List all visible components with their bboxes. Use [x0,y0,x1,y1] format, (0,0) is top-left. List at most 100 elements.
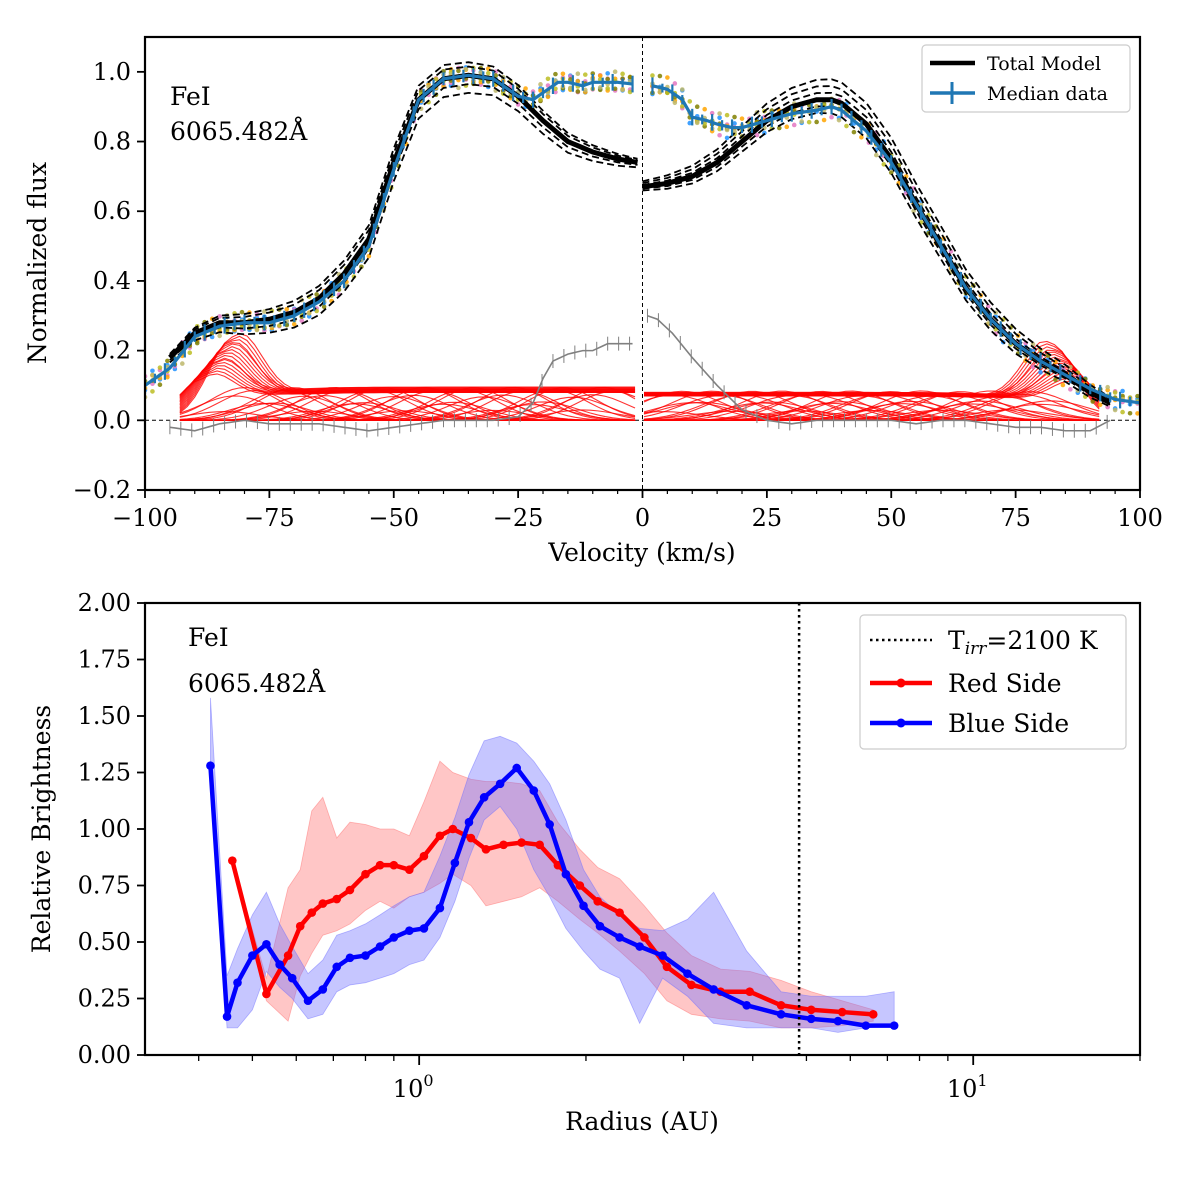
data-dot [597,77,603,82]
data-dot [1068,387,1073,392]
blue-side-point [615,933,624,942]
blue-side-point [361,951,370,960]
data-dot [321,304,327,310]
red-side-point [535,840,544,850]
data-dot [791,122,797,128]
data-dot [1060,382,1066,388]
data-dot [538,97,543,102]
blue-side-point [545,820,554,829]
data-dot [657,89,663,95]
data-dot [612,86,618,92]
top-x-tick-label: −75 [244,504,295,532]
blue-side-point [405,926,414,935]
data-dot [687,99,693,104]
data-dot [523,86,528,91]
red-side-point [640,933,649,942]
top-x-tick-label: −50 [368,504,419,532]
blue-side-point [248,951,257,960]
red-side-point [262,989,271,999]
red-side-point [435,831,445,841]
bottom-y-tick-label: 1.25 [78,759,131,787]
data-dot [553,89,558,95]
blue-side-point [450,858,460,868]
data-dot [553,71,558,77]
residual [169,308,1111,438]
red-side-point [307,908,317,917]
red-side-point [318,899,328,908]
data-dot [538,82,543,87]
bottom-y-tick-label: 1.00 [78,815,131,843]
model-envelope-curve [642,78,1111,399]
top-x-tick-label: 25 [752,504,783,532]
data-dot [568,77,573,82]
blue-side-point [345,953,355,963]
data-dot [620,87,625,93]
data-dot [254,327,260,333]
data-dot [1120,388,1125,394]
median-data-line [145,73,633,387]
bottom-y-tick-label: 0.75 [78,872,131,900]
blue-side-point [635,942,644,951]
model-envelope-curve [169,91,638,364]
data-dot [702,106,707,112]
data-dot [1135,393,1140,399]
data-dot [948,249,954,254]
top-x-tick-label: −25 [493,504,544,532]
spectrum-panel: −100 −75 −50 −25 0 25 50 75 100 −0.2 0.0 0.2 0.4 0.6 0… [23,35,1163,567]
model-component-curve [643,353,1100,403]
data-dot [239,309,245,315]
blue-side-line [208,765,895,1028]
data-dot [314,292,319,297]
red-side-point [228,856,237,865]
model-component-curve [179,390,636,421]
data-dot [299,318,305,323]
data-dot [597,73,603,79]
blue-side-point [529,786,539,795]
data-dot [687,120,693,126]
top-y-tick-label: 0.2 [93,337,131,365]
data-dot [284,322,290,328]
bottom-y-tick-label: 1.50 [78,702,131,730]
red-side-point [375,860,385,870]
red-side-point [419,851,429,861]
data-dot [672,100,678,106]
blue-side-point [595,921,605,931]
bottom-x-axis-label: Radius (AU) [565,1107,719,1136]
data-dot [366,253,372,259]
model-component-curve [179,342,636,410]
red-side-point [405,865,414,874]
data-dot [777,125,782,131]
red-side-point [283,951,293,960]
median-data-line [652,84,1140,405]
data-dot [680,87,685,92]
top-x-axis-label: Velocity (km/s) [547,538,735,567]
data-dot [433,76,439,82]
model-components [179,332,1100,421]
data-dot [545,76,551,82]
model-component-curve [643,340,1100,410]
blue-side-point [806,1014,816,1024]
model-envelope-curve [642,85,1111,401]
bottom-y-tick-label: 0.00 [78,1041,131,1069]
bottom-annotation-element: FeI [188,623,229,652]
blue-side-point [464,817,474,827]
red-side-point [687,980,696,990]
data-dot [665,75,670,80]
bottom-x-tick-label: 100 [393,1071,434,1103]
data-dot [187,350,193,356]
blue-side-point [579,901,588,911]
data-dot [1053,377,1058,383]
top-y-axis-label: Normalized flux [23,162,52,364]
data-dot [165,358,170,364]
bottom-x-tick-label: 101 [947,1071,988,1103]
data-dot [717,126,722,132]
blue-side-point [833,1016,843,1026]
top-x-tick-label: 100 [1117,504,1163,532]
data-dot [582,87,588,93]
data-dot [709,110,715,116]
data-dot [874,152,879,158]
blue-side-point [861,1021,871,1030]
blue-side-point [658,951,667,960]
blue-side-point [275,960,284,969]
red-side-point [575,881,585,890]
